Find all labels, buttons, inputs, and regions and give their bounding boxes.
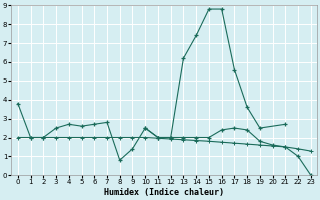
X-axis label: Humidex (Indice chaleur): Humidex (Indice chaleur) (104, 188, 224, 197)
